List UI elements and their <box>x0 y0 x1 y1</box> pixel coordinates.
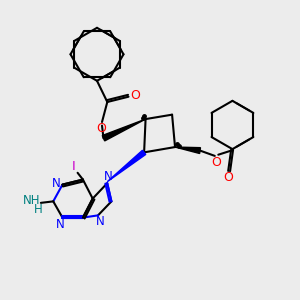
Polygon shape <box>102 119 146 141</box>
Text: N: N <box>104 170 113 183</box>
Text: N: N <box>96 215 105 228</box>
Text: N: N <box>56 218 64 231</box>
Text: H: H <box>34 203 42 216</box>
Text: O: O <box>96 122 106 135</box>
Text: NH: NH <box>23 194 41 207</box>
Text: O: O <box>211 156 221 169</box>
Text: N: N <box>52 177 60 190</box>
Polygon shape <box>175 147 200 154</box>
Polygon shape <box>107 150 146 182</box>
Text: O: O <box>130 89 140 102</box>
Text: I: I <box>72 160 76 172</box>
Text: O: O <box>224 171 234 184</box>
